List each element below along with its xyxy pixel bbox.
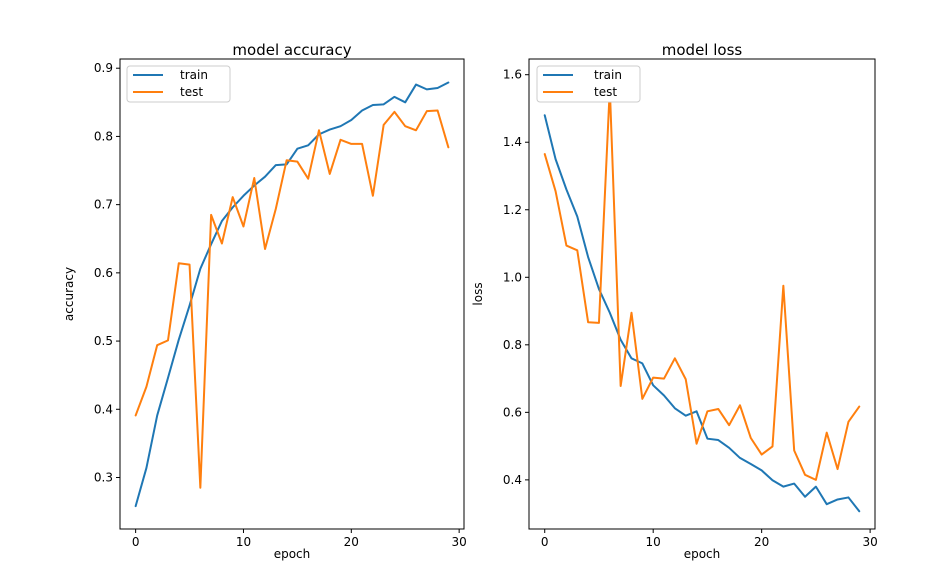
accuracy-ticks: 0 10 20 30 0.3 0.4 0.5 0.6 0.7 0.8 0.9: [94, 61, 467, 549]
loss-xlabel: epoch: [684, 547, 721, 561]
accuracy-title: model accuracy: [232, 41, 351, 59]
accuracy-xtick-label-1: 10: [236, 535, 251, 549]
loss-plot: model loss 0 10 20 300.40.60.81.01.21.41.6 …: [471, 41, 878, 561]
loss-xtick-label-0: 0: [541, 535, 549, 549]
loss-ytick-label-1: 0.6: [503, 405, 522, 419]
accuracy-axes-frame: [119, 58, 465, 530]
accuracy-legend-train-label: train: [180, 68, 208, 82]
loss-legend: train test: [536, 65, 641, 103]
loss-ytick-label-0: 0.4: [503, 473, 522, 487]
loss-xtick-label-3: 30: [862, 535, 877, 549]
loss-ytick-label-6: 1.6: [503, 68, 522, 82]
accuracy-lines: [134, 81, 450, 508]
accuracy-ytick-label-0: 0.3: [94, 470, 113, 484]
accuracy-ylabel: accuracy: [62, 267, 76, 321]
accuracy-series-test-line: [134, 109, 450, 489]
accuracy-ytick-label-5: 0.8: [94, 129, 113, 143]
accuracy-ytick-label-6: 0.9: [94, 61, 113, 75]
loss-ytick-label-3: 1.0: [503, 270, 522, 284]
accuracy-xtick-label-0: 0: [132, 535, 140, 549]
loss-lines: [543, 87, 861, 513]
loss-axes-frame: [528, 58, 876, 530]
loss-xtick-label-1: 10: [646, 535, 661, 549]
loss-ytick-label-4: 1.2: [503, 203, 522, 217]
loss-legend-test-label: test: [594, 85, 617, 99]
accuracy-xtick-label-3: 30: [452, 535, 467, 549]
accuracy-plot-area: [120, 59, 464, 529]
accuracy-series-train-line: [134, 81, 450, 508]
accuracy-plot: model accuracy 0 10 20 30 0.3 0.4 0.5 0.6 0.7 0.8…: [62, 41, 467, 561]
loss-plot-area: [529, 59, 875, 529]
loss-legend-box: [536, 65, 641, 103]
accuracy-ytick-label-2: 0.5: [94, 334, 113, 348]
accuracy-xtick-label-2: 20: [344, 535, 359, 549]
accuracy-ytick-label-1: 0.4: [94, 402, 113, 416]
loss-legend-train-label: train: [594, 68, 622, 82]
accuracy-legend-test-label: test: [180, 85, 203, 99]
accuracy-legend: train test: [126, 65, 231, 103]
loss-ticks: 0 10 20 30 0.4 0.6 0.8 1.0 1.2 1.4 1.6: [503, 68, 878, 549]
accuracy-xlabel: epoch: [274, 547, 311, 561]
accuracy-legend-box: [126, 65, 231, 103]
loss-xtick-label-2: 20: [754, 535, 769, 549]
loss-ylabel: loss: [471, 282, 485, 305]
loss-title: model loss: [662, 41, 743, 59]
accuracy-ytick-label-4: 0.7: [94, 198, 113, 212]
loss-ytick-label-5: 1.4: [503, 135, 522, 149]
loss-ytick-label-2: 0.8: [503, 338, 522, 352]
loss-series-test-line: [543, 87, 861, 481]
accuracy-ytick-label-3: 0.6: [94, 266, 113, 280]
